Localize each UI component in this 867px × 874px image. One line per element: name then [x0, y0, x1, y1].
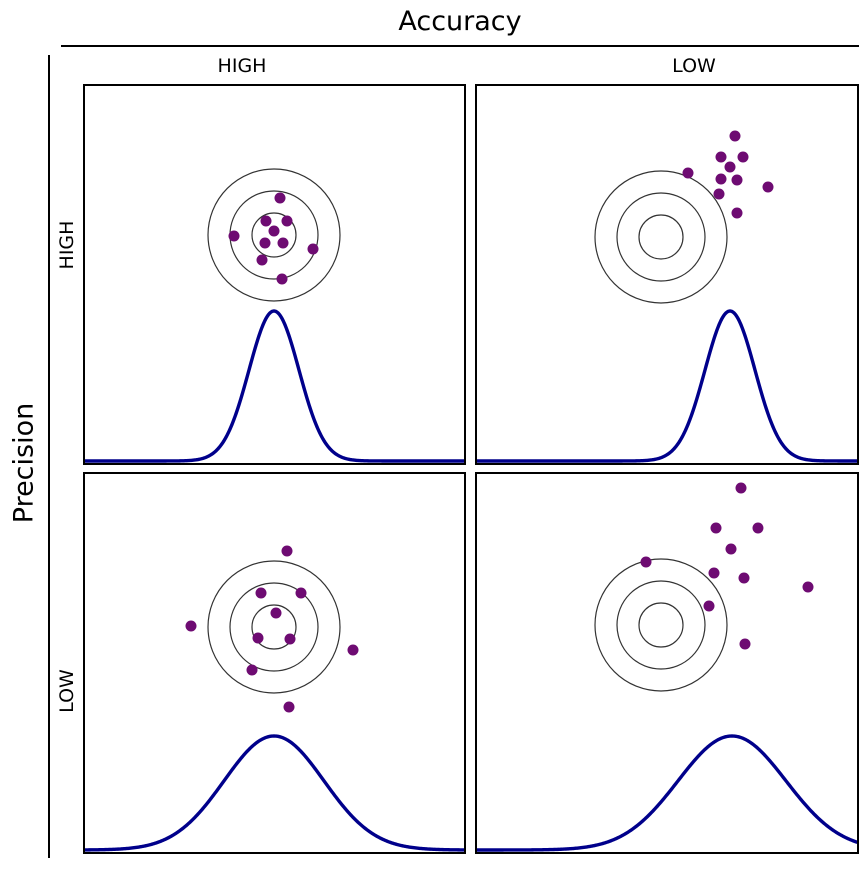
shot-dot — [729, 130, 741, 142]
row-label-precision-high: HIGH — [56, 220, 78, 270]
panel-accuracy-low-precision-low — [475, 472, 859, 854]
target-ring — [251, 604, 297, 650]
precision-axis-title: Precision — [8, 402, 40, 524]
target-ring — [594, 558, 728, 692]
shot-dot — [246, 664, 258, 676]
shot-dot — [731, 207, 743, 219]
target-plot-accuracy-low-precision-low — [477, 482, 857, 852]
shot-dot — [752, 522, 764, 534]
shot-dot — [802, 581, 814, 593]
target-plot-accuracy-high-precision-low — [85, 545, 464, 852]
shot-dot — [739, 638, 751, 650]
shot-dot — [710, 522, 722, 534]
shot-dot — [725, 543, 737, 555]
shot-dot — [731, 174, 743, 186]
row-label-precision-low: LOW — [56, 669, 78, 713]
shot-dot — [256, 254, 268, 266]
shot-dot — [703, 600, 715, 612]
target-ring — [638, 214, 684, 260]
shot-dot — [762, 181, 774, 193]
shot-dot — [682, 167, 694, 179]
target-ring — [638, 602, 684, 648]
shot-dot — [274, 192, 286, 204]
panel-accuracy-high-precision-low — [83, 472, 466, 854]
shot-dot — [252, 632, 264, 644]
shot-dot — [259, 237, 271, 249]
target-ring — [251, 212, 297, 258]
shot-dot — [255, 587, 267, 599]
target-ring — [207, 168, 341, 302]
shot-dot — [283, 701, 295, 713]
distribution-curve — [477, 309, 857, 463]
accuracy-axis-title: Accuracy — [398, 6, 522, 37]
distribution-curve — [85, 734, 464, 852]
column-label-accuracy-low: LOW — [672, 55, 716, 77]
column-label-accuracy-high: HIGH — [217, 55, 267, 77]
shot-dot — [295, 587, 307, 599]
shot-dot — [228, 230, 240, 242]
distribution-curve — [85, 309, 464, 463]
target-ring — [594, 170, 728, 304]
shot-dot — [713, 188, 725, 200]
shot-dot — [715, 151, 727, 163]
shot-dot — [715, 173, 727, 185]
shot-dot — [724, 161, 736, 173]
shot-dot — [185, 620, 197, 632]
shot-dot — [277, 237, 289, 249]
shot-dot — [260, 215, 272, 227]
target-plot-accuracy-high-precision-high — [85, 168, 464, 463]
target-ring — [229, 582, 319, 672]
panel-accuracy-high-precision-high — [83, 84, 466, 465]
target-ring — [207, 560, 341, 694]
target-ring — [616, 192, 706, 282]
shot-dot — [307, 243, 319, 255]
shot-dot — [270, 607, 282, 619]
shot-dot — [738, 572, 750, 584]
shot-dot — [284, 633, 296, 645]
target-ring — [616, 580, 706, 670]
shot-dot — [708, 567, 720, 579]
distribution-curve — [477, 734, 857, 852]
precision-axis-line — [48, 55, 50, 858]
shot-dot — [735, 482, 747, 494]
shot-dot — [268, 225, 280, 237]
accuracy-axis-line — [61, 45, 859, 47]
shot-dot — [347, 644, 359, 656]
shot-dot — [281, 215, 293, 227]
shot-dot — [737, 151, 749, 163]
shot-dot — [281, 545, 293, 557]
shot-dot — [276, 273, 288, 285]
target-plot-accuracy-low-precision-high — [477, 130, 857, 463]
shot-dot — [640, 556, 652, 568]
panel-accuracy-low-precision-high — [475, 84, 859, 465]
